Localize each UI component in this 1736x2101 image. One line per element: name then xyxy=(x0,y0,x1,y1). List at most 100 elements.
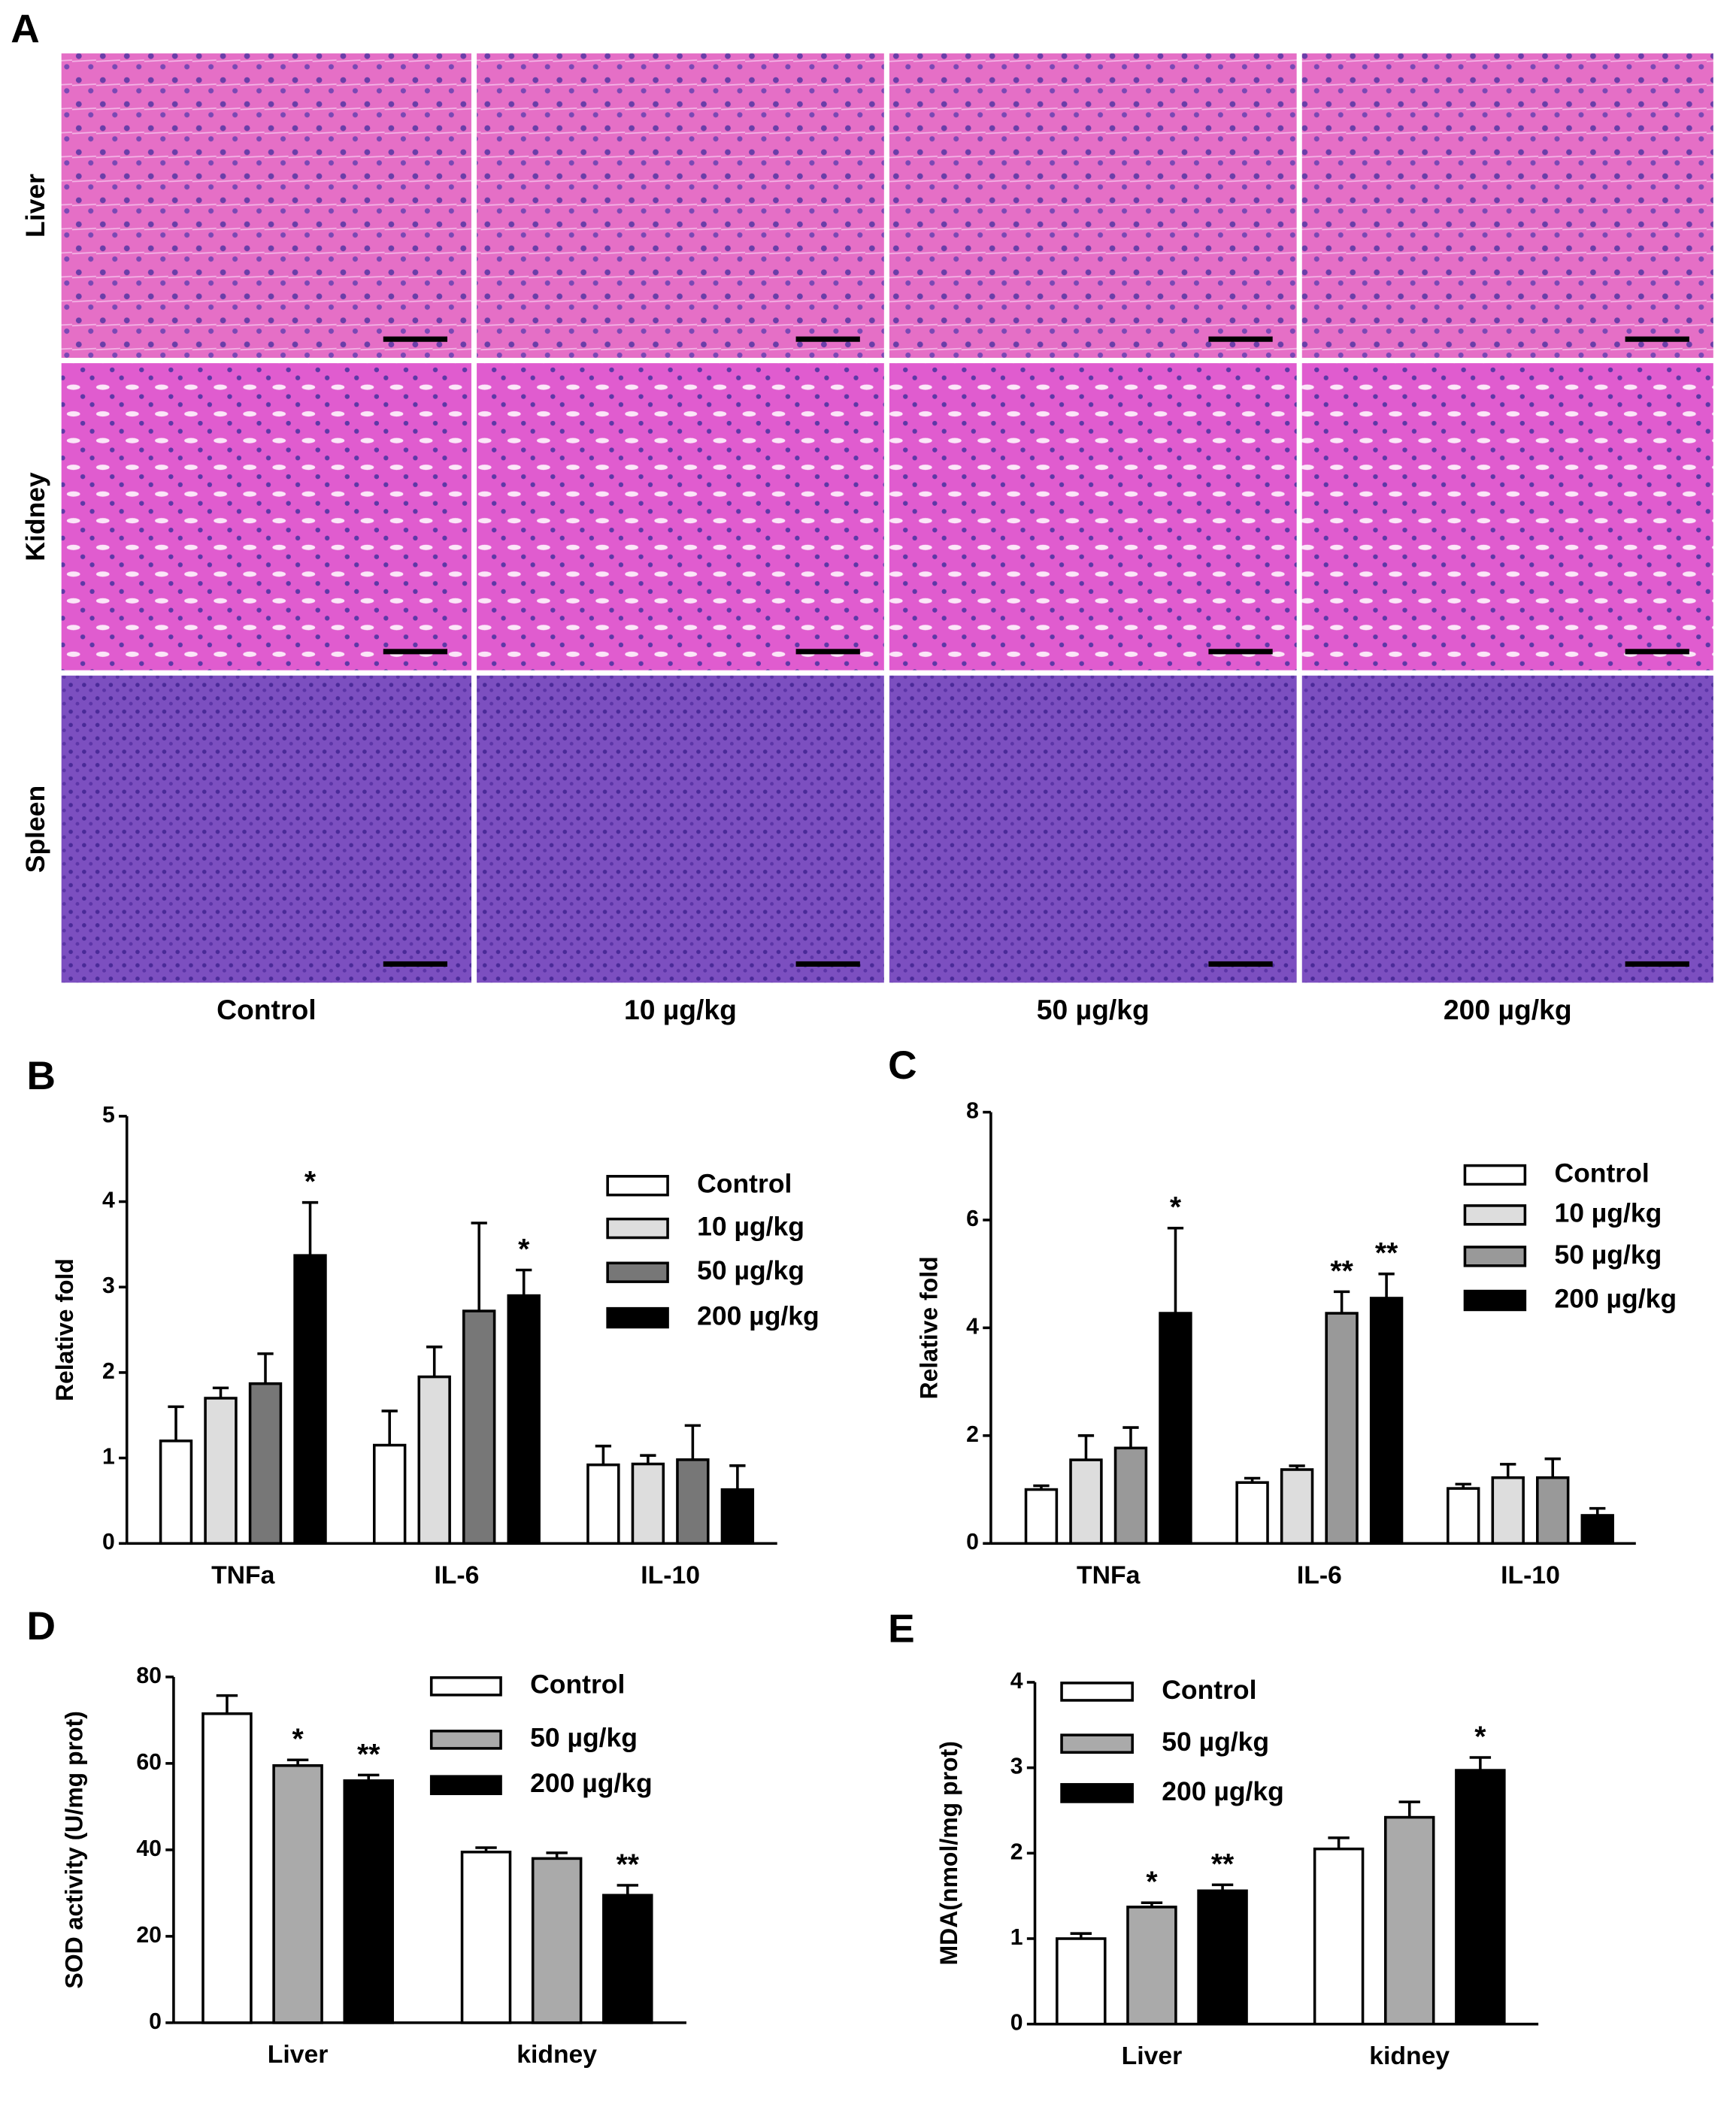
column-label: Control xyxy=(217,994,317,1025)
charts: B Relative fold 0 1 2 3 4 5 TNFa * IL-6 * IL-10 Contr… xyxy=(27,1043,1677,2070)
y-tick-label: 4 xyxy=(966,1314,979,1339)
legend-label: 10 µg/kg xyxy=(697,1211,804,1241)
bar xyxy=(676,1458,710,1545)
histology-image xyxy=(889,363,1297,671)
x-tick-label: kidney xyxy=(517,2040,597,2069)
y-tick-label: 0 xyxy=(149,2009,162,2034)
legend-label: 200 µg/kg xyxy=(697,1300,820,1331)
legend-swatch xyxy=(1463,1289,1527,1312)
column-label: 10 µg/kg xyxy=(624,994,737,1025)
histology-image xyxy=(477,363,884,671)
legend-label: 50 µg/kg xyxy=(1162,1727,1269,1757)
bar xyxy=(1580,1514,1614,1545)
bar xyxy=(602,1894,653,2024)
significance-label: ** xyxy=(1211,1848,1235,1881)
bar xyxy=(1024,1488,1059,1545)
y-axis-label: Relative fold xyxy=(51,1258,78,1401)
x-tick-label: Liver xyxy=(1122,2042,1183,2070)
bar xyxy=(1369,1297,1404,1545)
y-tick-label: 0 xyxy=(102,1530,115,1555)
legend-swatch xyxy=(1060,1682,1134,1702)
legend-label: Control xyxy=(1162,1675,1256,1705)
panel-label: E xyxy=(888,1607,915,1651)
significance-label: * xyxy=(292,1724,304,1756)
y-tick-label: 0 xyxy=(966,1530,979,1555)
legend-label: 10 µg/kg xyxy=(1554,1198,1662,1228)
x-tick-label: IL-10 xyxy=(641,1561,700,1590)
legend-label: 200 µg/kg xyxy=(530,1768,653,1798)
bar xyxy=(1325,1312,1359,1545)
histology-image xyxy=(889,53,1297,359)
y-tick-label: 40 xyxy=(136,1836,162,1861)
significance-label: ** xyxy=(357,1739,380,1771)
y-tick-label: 2 xyxy=(966,1422,979,1447)
bar xyxy=(1235,1481,1269,1545)
bar xyxy=(460,1850,512,2024)
legend-swatch xyxy=(1060,1783,1134,1803)
legend-swatch xyxy=(429,1676,502,1697)
bar xyxy=(720,1488,755,1545)
y-tick-label: 6 xyxy=(966,1206,979,1231)
y-tick-label: 2 xyxy=(102,1359,115,1384)
legend-label: 50 µg/kg xyxy=(1554,1240,1662,1270)
histology-image xyxy=(61,363,471,671)
y-tick-label: 4 xyxy=(1010,1669,1023,1694)
legend-swatch xyxy=(429,1730,502,1750)
x-tick-label: IL-6 xyxy=(434,1561,479,1590)
bar xyxy=(631,1462,665,1545)
legend-label: 50 µg/kg xyxy=(697,1255,804,1285)
histology-image xyxy=(477,53,884,359)
histology-image xyxy=(889,675,1297,983)
bar xyxy=(159,1440,193,1545)
significance-label: * xyxy=(1146,1866,1158,1899)
legend-swatch xyxy=(606,1217,669,1240)
bar xyxy=(1126,1906,1177,2026)
bar xyxy=(343,1779,394,2024)
bar xyxy=(507,1294,541,1545)
legend-label: 50 µg/kg xyxy=(530,1723,638,1753)
column-label: 50 µg/kg xyxy=(1037,994,1150,1025)
significance-label: ** xyxy=(617,1848,640,1881)
legend-label: 200 µg/kg xyxy=(1554,1283,1677,1313)
bar xyxy=(1069,1458,1103,1545)
legend-swatch xyxy=(1463,1164,1527,1186)
legend-label: Control xyxy=(1554,1158,1649,1188)
bar xyxy=(1313,1847,1365,2026)
significance-label: * xyxy=(1170,1191,1182,1224)
bar xyxy=(248,1382,283,1545)
bar xyxy=(417,1375,451,1545)
legend-swatch xyxy=(429,1775,502,1796)
y-tick-label: 80 xyxy=(136,1664,162,1688)
y-tick-label: 1 xyxy=(102,1445,115,1470)
legend-swatch xyxy=(1463,1204,1527,1226)
y-tick-label: 8 xyxy=(966,1099,979,1124)
bar xyxy=(1280,1468,1314,1545)
bar xyxy=(201,1712,253,2024)
panel-label: A xyxy=(11,8,39,52)
significance-label: * xyxy=(304,1166,317,1198)
significance-label: * xyxy=(1474,1721,1486,1753)
significance-label: ** xyxy=(1330,1255,1353,1288)
x-tick-label: IL-10 xyxy=(1501,1561,1560,1590)
legend-swatch xyxy=(1060,1733,1134,1754)
histology-image xyxy=(1301,53,1713,359)
panel-label: B xyxy=(27,1054,56,1098)
legend-label: Control xyxy=(530,1670,625,1700)
row-label: Liver xyxy=(20,174,50,238)
legend-swatch xyxy=(606,1175,669,1197)
x-tick-label: Liver xyxy=(268,2040,329,2069)
bar xyxy=(1197,1889,1248,2026)
y-axis-label: MDA(nmol/mg prot) xyxy=(935,1741,962,1965)
histology-panel: Liver Kidney Spleen Control 10 µg/kg 50 µg/kg… xyxy=(20,53,1713,1025)
bar xyxy=(531,1857,583,2024)
row-label: Spleen xyxy=(20,786,50,873)
y-tick-label: 0 xyxy=(1010,2011,1023,2036)
y-tick-label: 60 xyxy=(136,1750,162,1775)
histology-image xyxy=(1301,675,1713,983)
panel-label: D xyxy=(27,1604,56,1648)
x-tick-label: IL-6 xyxy=(1297,1561,1342,1590)
bar xyxy=(1383,1815,1435,2026)
x-tick-label: kidney xyxy=(1369,2042,1450,2070)
